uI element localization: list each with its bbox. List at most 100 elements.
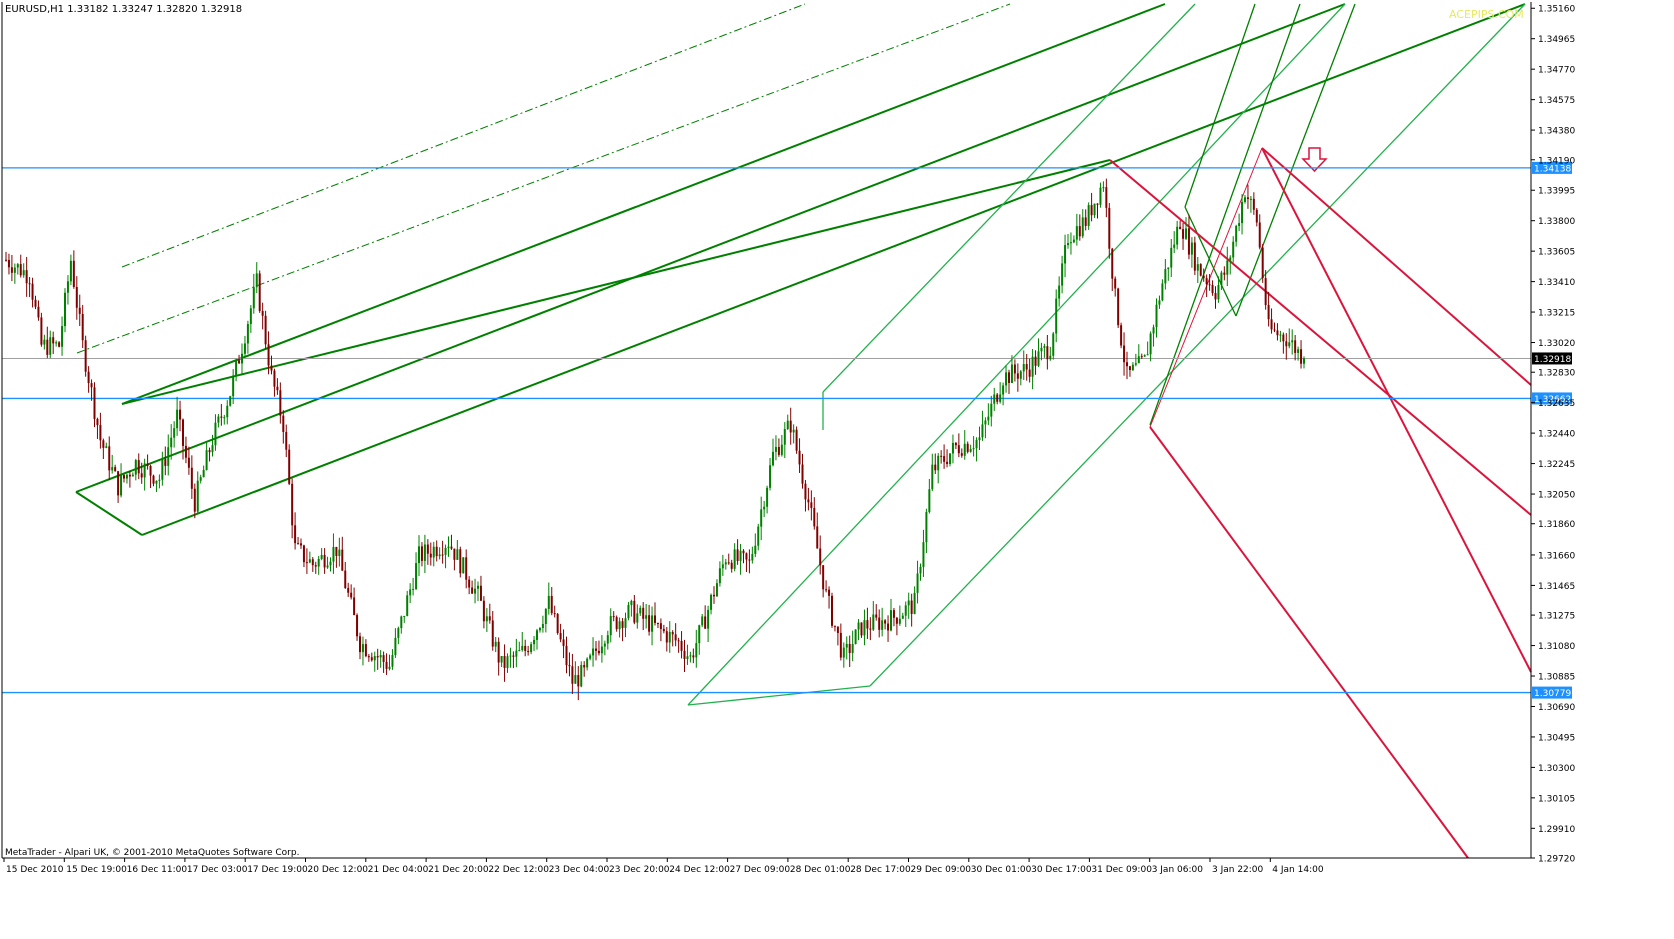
candle-body [78, 307, 81, 314]
candle-body [1002, 385, 1005, 395]
candle-body [179, 409, 182, 420]
pitchfork3-base[interactable] [1184, 206, 1237, 317]
candle-body [1217, 285, 1220, 300]
candle-body [338, 549, 341, 556]
time-tick-label: 3 Jan 06:00 [1152, 865, 1204, 875]
pitchfork-dashdot-line[interactable] [76, 3, 1011, 354]
red-pitchfork-upper-tine[interactable] [1109, 159, 1532, 516]
candle-body [205, 450, 208, 471]
level-price-tag-label: 1.30779 [1534, 689, 1571, 699]
pitchfork2-lower-tine[interactable] [869, 3, 1526, 687]
candle-body [90, 383, 93, 388]
candle-body [273, 370, 276, 387]
candle-body [1229, 257, 1232, 261]
horizontal-levels-layer[interactable]: 1.32918 1.34138 1.32662 1.30779 [2, 161, 1572, 699]
red-pitchfork-lower-tine[interactable] [1149, 426, 1469, 859]
watermark-text: ACEPIPS.COM [1449, 8, 1524, 21]
time-tick-label: 21 Dec 20:00 [428, 865, 489, 875]
candle-body [1193, 242, 1196, 271]
candle-body [1205, 278, 1208, 285]
candle-body [907, 600, 910, 606]
pitchfork2-upper-tine[interactable] [822, 3, 1196, 393]
pitchfork3-tine[interactable] [1149, 3, 1301, 426]
candle-body [1199, 264, 1202, 276]
candle-body [1273, 329, 1276, 331]
candle-body [161, 459, 164, 480]
candle-body [583, 665, 586, 668]
candle-body [521, 645, 524, 651]
pitchfork3-tine[interactable] [1235, 3, 1356, 317]
candle-body [530, 644, 533, 653]
candle-body [282, 415, 285, 432]
candle-body [828, 589, 831, 596]
candle-body [595, 648, 597, 651]
candle-body [64, 292, 66, 327]
candle-body [500, 656, 503, 663]
price-tick-label: 1.29720 [1538, 855, 1575, 865]
candle-body [597, 650, 600, 654]
pitchfork-layer[interactable] [75, 3, 1532, 859]
candle-body [949, 453, 951, 464]
candle-body [199, 477, 202, 481]
candle-body [934, 464, 937, 471]
candle-body [114, 467, 117, 472]
candle-body [1161, 283, 1164, 301]
candle-body [801, 464, 804, 484]
candle-body [423, 544, 426, 561]
candle-body [40, 317, 43, 345]
red-pitchfork-median[interactable] [1261, 147, 1532, 386]
red-pitchfork-middle[interactable] [1261, 147, 1532, 673]
pitchfork2-base[interactable] [687, 685, 871, 706]
pitchfork-dashdot-line[interactable] [121, 3, 806, 268]
pitchfork-base[interactable] [75, 491, 143, 536]
candle-body [509, 655, 512, 657]
pitchfork-upper-tine[interactable] [121, 159, 1111, 405]
candle-body [49, 337, 52, 355]
candle-body [541, 623, 544, 629]
candle-body [940, 455, 943, 457]
pitchfork-median-line[interactable] [121, 3, 1166, 405]
candle-body [193, 488, 196, 512]
candle-body [695, 643, 698, 658]
candle-body [1131, 364, 1134, 371]
candle-body [297, 543, 300, 545]
candle-body [329, 561, 332, 566]
candle-body [981, 424, 984, 438]
candle-body [1114, 278, 1117, 289]
candle-body [730, 562, 733, 569]
pitchfork3-tine[interactable] [1184, 3, 1256, 208]
candle-body [851, 644, 854, 654]
candle-body [937, 455, 940, 471]
candle-body [140, 473, 143, 478]
candle-body [1279, 334, 1282, 336]
candle-body [223, 417, 226, 419]
candle-body [831, 595, 833, 626]
price-tick-label: 1.30300 [1538, 764, 1575, 774]
candle-body [1249, 198, 1252, 200]
candle-body [418, 546, 420, 564]
candle-body [134, 460, 137, 475]
candle-body [574, 675, 577, 684]
candle-body [246, 324, 249, 344]
candle-body [1105, 187, 1108, 208]
candle-body [727, 562, 730, 564]
candle-body [869, 628, 872, 630]
candle-body [1149, 333, 1152, 355]
candle-body [391, 655, 394, 667]
price-tick-label: 1.34965 [1538, 35, 1575, 45]
candle-body [1120, 325, 1123, 346]
candle-body [208, 450, 211, 453]
candle-body [468, 579, 471, 588]
pitchfork-median-line[interactable] [75, 3, 1346, 493]
time-tick-label: 27 Dec 09:00 [730, 865, 791, 875]
candle-body [733, 549, 736, 569]
pitchfork2-median[interactable] [687, 3, 1346, 706]
candle-body [379, 655, 382, 658]
pitchfork-lower-tine[interactable] [141, 3, 1526, 536]
red-pitchfork-base[interactable] [1149, 147, 1263, 428]
candle-body [255, 273, 258, 288]
candle-body [61, 326, 64, 347]
candle-body [1031, 356, 1034, 377]
